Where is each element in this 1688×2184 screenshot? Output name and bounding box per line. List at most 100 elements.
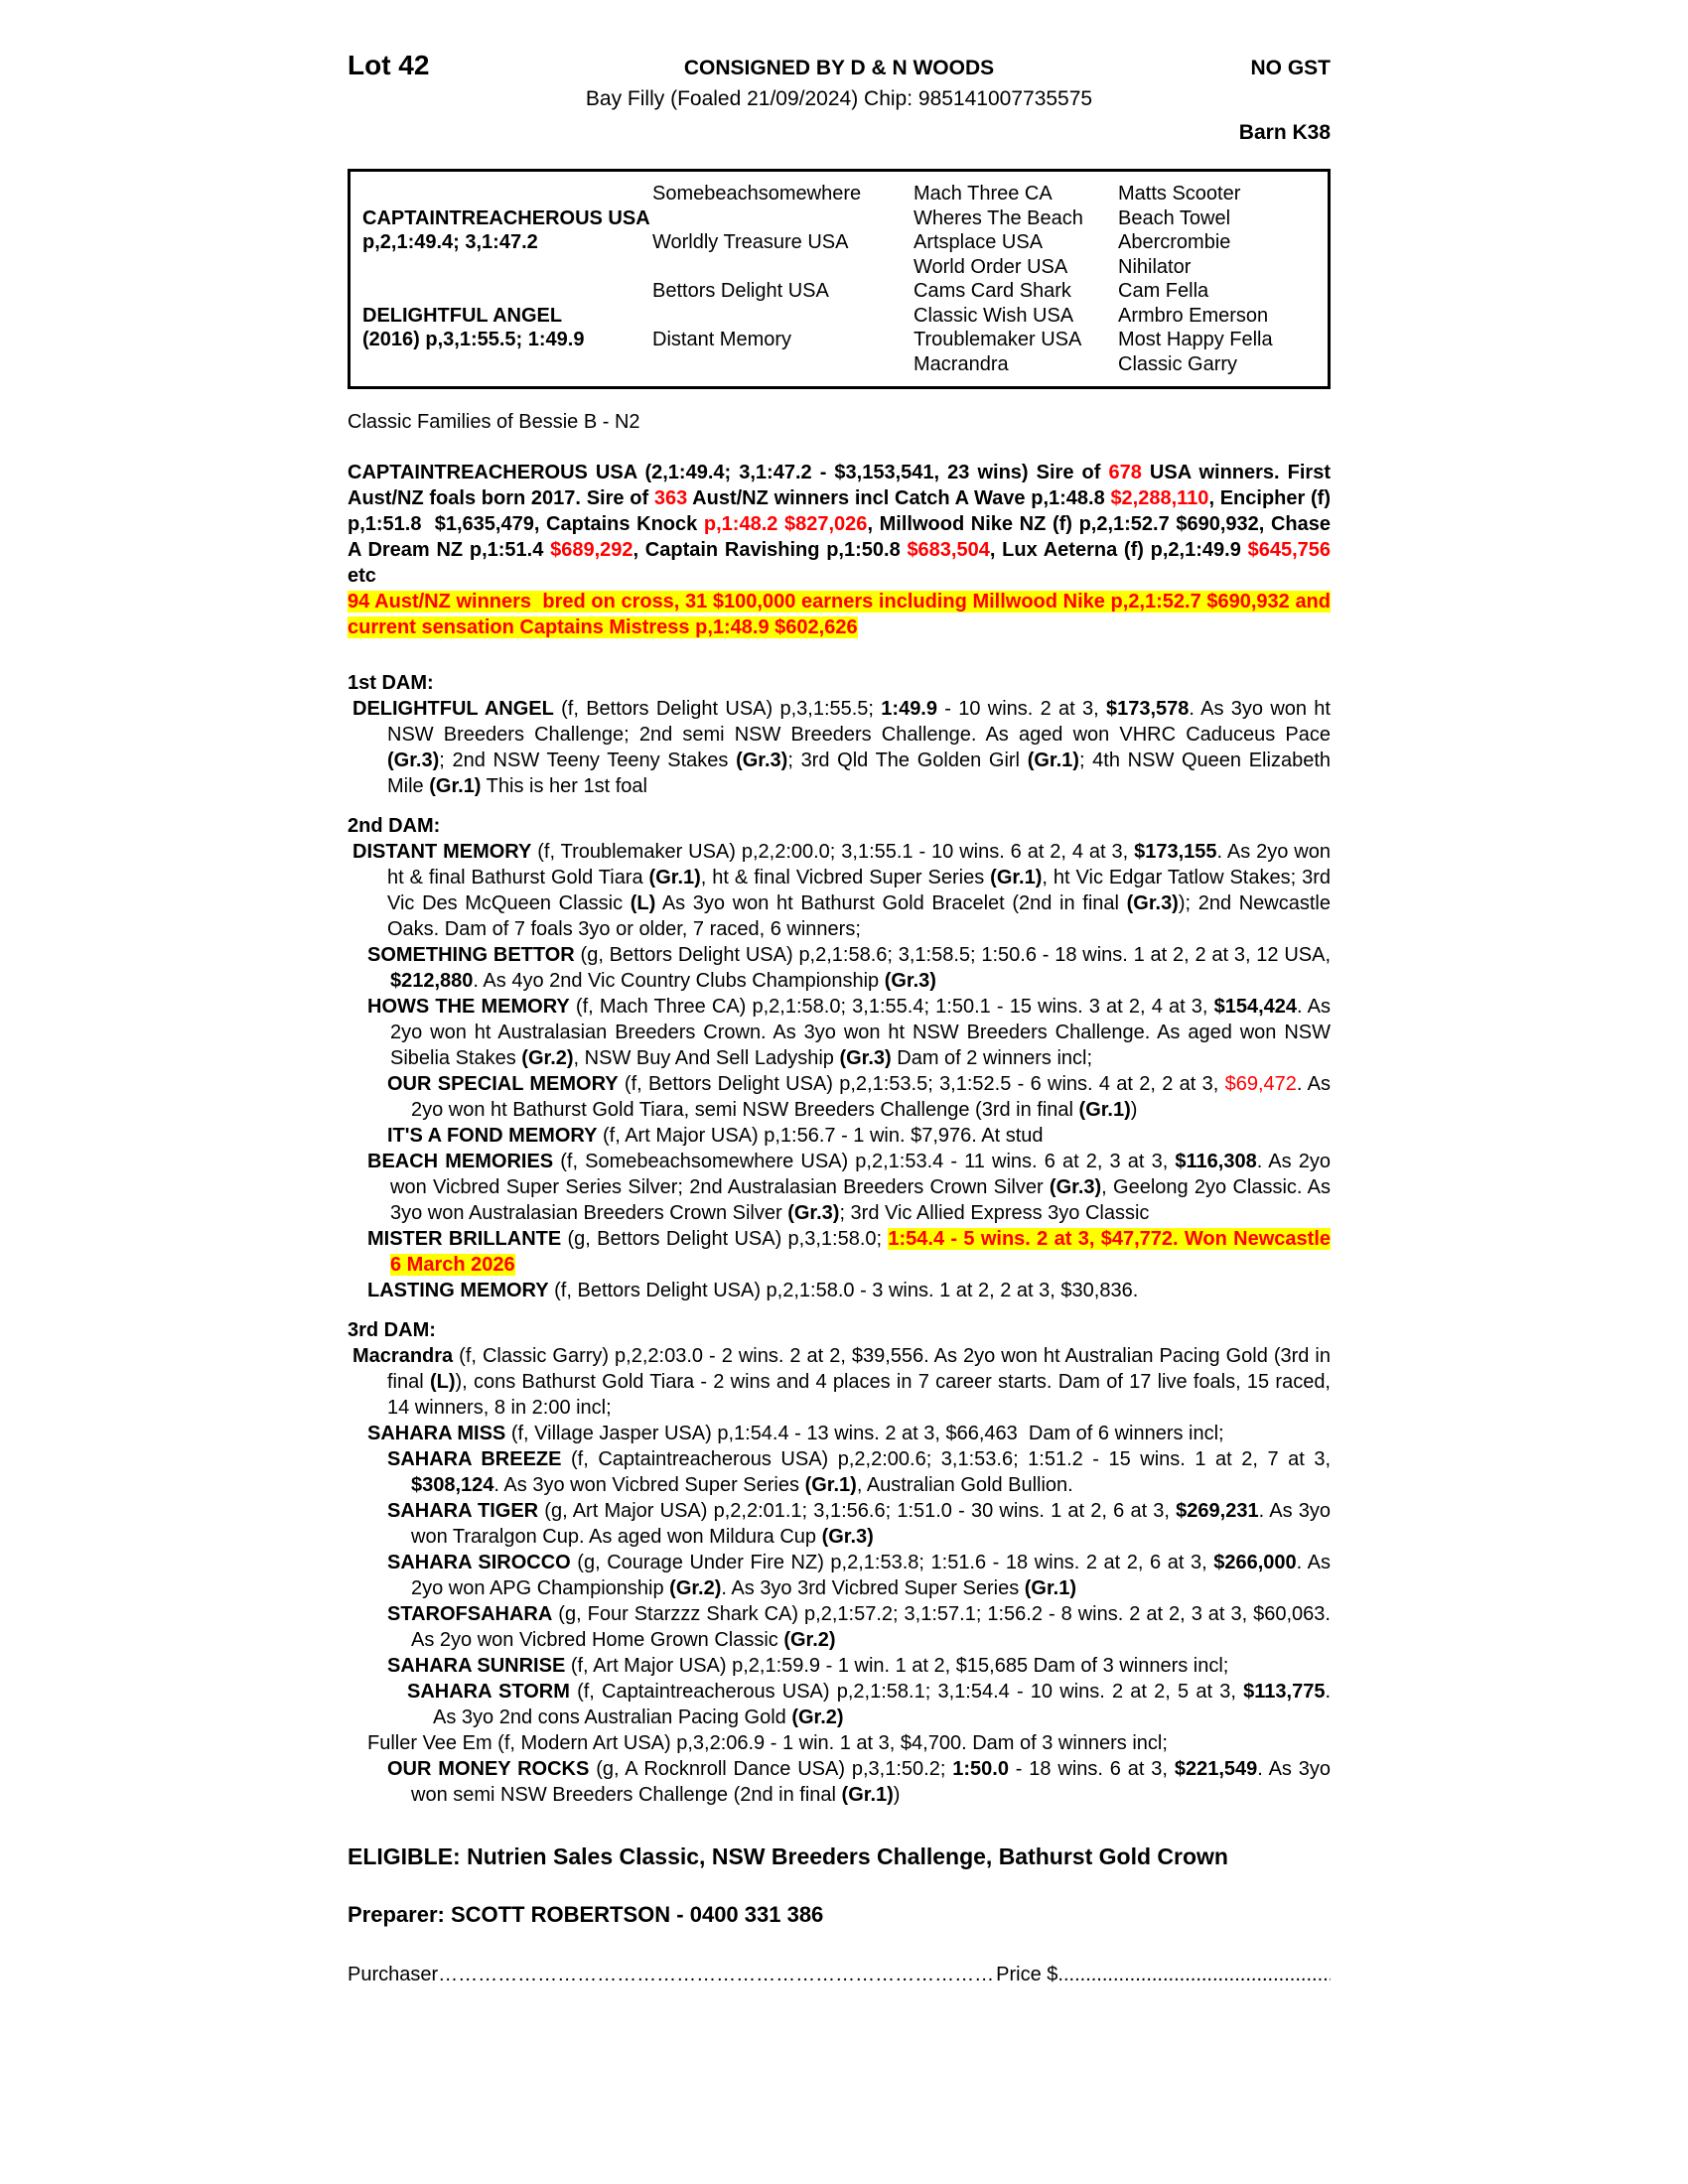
text-span: CAPTAINTREACHEROUS USA (2,1:49.4; 3,1:47…	[348, 462, 1109, 483]
text-span: (f, Bettors Delight USA) p,3,1:55.5;	[553, 698, 882, 720]
text-span: . As 3yo won ht NSW Breeders Challenge; …	[387, 698, 1331, 746]
text-span: $308,124	[411, 1474, 494, 1496]
text-span: (L)	[630, 892, 656, 914]
page-content: Lot 42 CONSIGNED BY D & N WOODS NO GST B…	[348, 50, 1331, 1986]
pedigree-cell: Artsplace USA	[914, 231, 1044, 253]
pedigree-cell: Matts Scooter	[1118, 183, 1241, 205]
pedigree-entry: SAHARA SIROCCO (g, Courage Under Fire NZ…	[348, 1550, 1331, 1601]
pedigree-cell: Bettors Delight USA	[652, 280, 829, 302]
text-span: $116,308	[1175, 1151, 1257, 1172]
text-span: (f, Somebeachsomewhere USA) p,2,1:53.4 -…	[553, 1151, 1176, 1172]
text-span: This is her 1st foal	[481, 775, 647, 797]
text-span: (Gr.3)	[1049, 1176, 1102, 1198]
pedigree-box: CAPTAINTREACHEROUS USA p,2,1:49.4; 3,1:4…	[348, 169, 1331, 389]
text-span: , Lux Aeterna (f) p,2,1:49.9	[989, 539, 1248, 561]
pedigree-cell: Nihilator	[1118, 255, 1192, 278]
text-span: (Gr.1)	[429, 775, 482, 797]
sire-record: p,2,1:49.4; 3,1:47.2	[362, 231, 538, 253]
text-span: LASTING MEMORY	[367, 1280, 549, 1301]
text-span: - 10 wins. 2 at 3,	[937, 698, 1106, 720]
text-span: $212,880	[390, 970, 474, 992]
text-span: , NSW Buy And Sell Ladyship	[573, 1047, 840, 1069]
text-span: (Gr.1)	[804, 1474, 857, 1496]
text-span: . As 3yo 2nd cons Australian Pacing Gold	[433, 1681, 1332, 1728]
pedigree-entry: HOWS THE MEMORY (f, Mach Three CA) p,2,1…	[348, 994, 1331, 1071]
pedigree-entry: OUR MONEY ROCKS (g, A Rocknroll Dance US…	[348, 1756, 1331, 1808]
pedigree-cell: Mach Three CA	[914, 183, 1053, 205]
consignor-title: CONSIGNED BY D & N WOODS	[683, 57, 995, 79]
text-span: (Gr.2)	[791, 1706, 844, 1728]
text-span: SAHARA BREEZE	[387, 1448, 562, 1470]
family-note: Classic Families of Bessie B - N2	[348, 411, 640, 433]
pedigree-cell: Cams Card Shark	[914, 280, 1071, 302]
pedigree-entry: STAROFSAHARA (g, Four Starzzz Shark CA) …	[348, 1601, 1331, 1653]
text-span: $645,756	[1247, 539, 1331, 561]
text-span: (Gr.3)	[736, 750, 788, 771]
text-span: . As 3yo won Traralgon Cup. As aged won …	[411, 1500, 1331, 1548]
text-span: (f, Classic Garry) p,2,2:03.0 - 2 wins. …	[387, 1345, 1331, 1393]
text-span: , Millwood Nike NZ (f) p,2,1:52.7 $690,9…	[348, 513, 1332, 561]
pedigree-cell: Cam Fella	[1118, 280, 1209, 302]
dam-heading: 3rd DAM:	[348, 1319, 436, 1341]
text-span: , Geelong 2yo Classic. As 3yo won Austra…	[390, 1176, 1331, 1224]
text-span: (g, Bettors Delight USA) p,3,1:58.0;	[561, 1228, 889, 1250]
pedigree-entry: Fuller Vee Em (f, Modern Art USA) p,3,2:…	[348, 1730, 1331, 1756]
text-span: 363	[653, 487, 688, 509]
text-span: $154,424	[1213, 996, 1298, 1018]
dam-heading: 1st DAM:	[348, 672, 434, 694]
gst-status: NO GST	[1250, 57, 1331, 79]
text-span: As 3yo won ht Bathurst Gold Bracelet (2n…	[655, 892, 1127, 914]
text-span: (Gr.1)	[1024, 1577, 1077, 1599]
text-span: $113,775	[1243, 1681, 1326, 1703]
text-span: (g, A Rocknroll Dance USA) p,3,1:50.2;	[589, 1758, 953, 1780]
pedigree-entry: LASTING MEMORY (f, Bettors Delight USA) …	[348, 1278, 1331, 1303]
sire-summary: CAPTAINTREACHEROUS USA (2,1:49.4; 3,1:47…	[348, 460, 1331, 589]
text-span: . As 2yo won Vicbred Super Series Silver…	[390, 1151, 1331, 1198]
text-span: . As 2yo won ht Australasian Breeders Cr…	[390, 996, 1331, 1069]
text-span: (g, Courage Under Fire NZ) p,2,1:53.8; 1…	[570, 1552, 1214, 1573]
preparer-note: Preparer: SCOTT ROBERTSON - 0400 331 386	[348, 1902, 824, 1927]
text-span: $269,231	[1176, 1500, 1259, 1522]
pedigree-entry: SAHARA TIGER (g, Art Major USA) p,2,2:01…	[348, 1498, 1331, 1550]
text-span: (Gr.1)	[1078, 1099, 1131, 1121]
text-span: $173,155	[1134, 841, 1217, 863]
pedigree-cell: Most Happy Fella	[1118, 329, 1273, 350]
text-span: Dam of 2 winners incl;	[891, 1047, 1093, 1069]
text-span: (g, Four Starzzz Shark CA) p,2,1:57.2; 3…	[411, 1603, 1331, 1651]
dam-sections: 1st DAM: DELIGHTFUL ANGEL (f, Bettors Del…	[348, 670, 1331, 1808]
text-span: (Gr.2)	[783, 1629, 836, 1651]
text-span: DELIGHTFUL ANGEL	[352, 698, 554, 720]
price-fill-line: ........................................…	[1057, 1964, 1331, 1985]
text-span: (Gr.3)	[1126, 892, 1179, 914]
text-span: $221,549	[1174, 1758, 1258, 1780]
price-label: Price $	[996, 1964, 1058, 1985]
text-span: SAHARA STORM	[407, 1681, 570, 1703]
text-span: p,1:48.2 $827,026	[703, 513, 868, 535]
text-span: SAHARA SIROCCO	[387, 1552, 571, 1573]
text-span: SAHARA MISS	[367, 1423, 506, 1444]
text-span: (Gr.2)	[521, 1047, 574, 1069]
text-span: (Gr.3)	[821, 1526, 874, 1548]
text-span: . As 2yo won ht & final Bathurst Gold Ti…	[387, 841, 1331, 888]
pedigree-entry: BEACH MEMORIES (f, Somebeachsomewhere US…	[348, 1149, 1331, 1226]
text-span: . As 2yo won APG Championship	[411, 1552, 1331, 1599]
text-span: SOMETHING BETTOR	[367, 944, 575, 966]
text-span: OUR MONEY ROCKS	[387, 1758, 590, 1780]
sire-highlight-note: 94 Aust/NZ winners bred on cross, 31 $10…	[348, 589, 1331, 640]
text-span: HOWS THE MEMORY	[367, 996, 570, 1018]
text-span: (g, Bettors Delight USA) p,2,1:58.6; 3,1…	[574, 944, 1332, 966]
text-span: $683,504	[907, 539, 990, 561]
pedigree-cell: Abercrombie	[1118, 231, 1231, 253]
text-span: . As 2yo won ht Bathurst Gold Tiara, sem…	[411, 1073, 1331, 1121]
text-span: MISTER BRILLANTE	[367, 1228, 562, 1250]
text-span: (f, Bettors Delight USA) p,2,1:58.0 - 3 …	[548, 1280, 1139, 1301]
text-span: )	[893, 1784, 901, 1806]
pedigree-cell: Somebeachsomewhere	[652, 183, 862, 205]
text-span: (f, Captaintreacherous USA) p,2,2:00.6; …	[561, 1448, 1331, 1470]
purchaser-label: Purchaser	[348, 1964, 439, 1985]
text-span: Fuller Vee Em (f, Modern Art USA) p,3,2:…	[367, 1732, 1168, 1754]
pedigree-cell: Classic Wish USA	[914, 304, 1074, 327]
text-span: ); 2nd Newcastle Oaks. Dam of 7 foals 3y…	[387, 892, 1331, 940]
text-span: Aust/NZ winners incl Catch A Wave p,1:48…	[687, 487, 1111, 509]
